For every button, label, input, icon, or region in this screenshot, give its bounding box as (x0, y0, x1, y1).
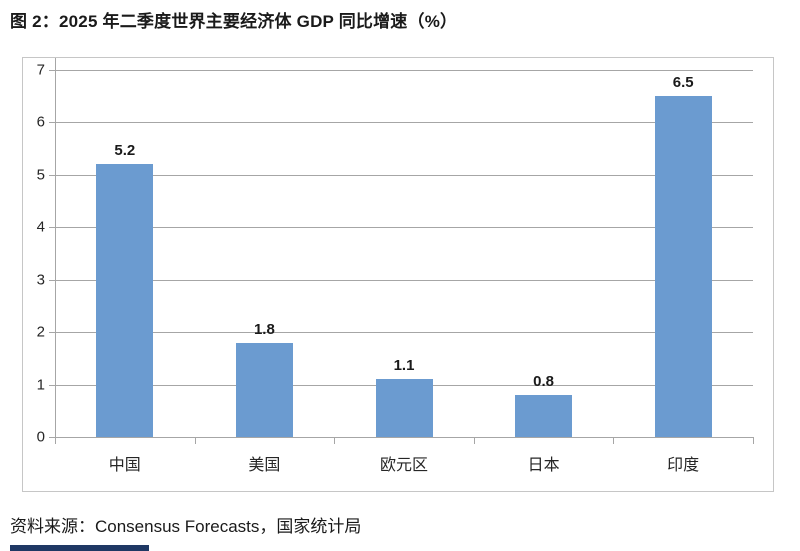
x-axis-tick (753, 437, 754, 444)
x-axis-category-label: 日本 (527, 457, 560, 474)
x-axis-tick (613, 437, 614, 444)
footer-accent-bar (10, 545, 149, 551)
y-axis-tick-label: 1 (36, 376, 45, 394)
bar-value-label: 5.2 (114, 142, 136, 160)
x-axis-category-label: 美国 (248, 457, 281, 474)
gridline (55, 122, 753, 124)
bar-value-label: 0.8 (533, 373, 555, 391)
x-axis-tick (334, 437, 335, 444)
gridline (55, 174, 753, 176)
y-axis-tick (49, 70, 55, 71)
y-axis-tick-label: 2 (36, 323, 45, 341)
y-axis-tick (49, 384, 55, 386)
y-axis-tick (49, 227, 55, 229)
y-axis-tick-label: 3 (36, 271, 45, 289)
y-axis-tick-label: 4 (36, 218, 45, 236)
y-axis-tick-label: 7 (36, 61, 45, 79)
y-axis-tick (49, 174, 55, 176)
bar-value-label: 1.8 (253, 320, 275, 338)
y-axis-tick-label: 0 (36, 428, 45, 446)
y-axis-tick (49, 279, 55, 281)
x-axis-tick (195, 437, 196, 444)
gridline (55, 332, 753, 334)
source-note: 资料来源：Consensus Forecasts，国家统计局 (10, 517, 362, 536)
y-axis-tick (49, 437, 55, 438)
bar-value-label: 1.1 (393, 357, 415, 375)
gridline (55, 70, 753, 71)
y-axis-tick (49, 332, 55, 334)
y-axis-tick-label: 6 (36, 113, 45, 131)
figure-title: 图 2：2025 年二季度世界主要经济体 GDP 同比增速（%） (10, 12, 458, 31)
bar (235, 342, 293, 437)
x-axis-tick (55, 437, 56, 444)
x-axis-tick (474, 437, 475, 444)
x-axis-category-label: 欧元区 (379, 457, 428, 474)
bar (515, 395, 573, 437)
gridline (55, 279, 753, 281)
bar (96, 164, 154, 437)
y-axis-tick-label: 5 (36, 166, 45, 184)
gridline (55, 227, 753, 229)
y-axis-line (55, 58, 56, 437)
chart-frame: 0 1 2 3 4 5 6 7 5.2 中国 1.8 美国 1.1 欧元区 0.8 日本 6.5 印度 (22, 57, 774, 492)
x-axis-category-label: 中国 (108, 457, 141, 474)
plot-area: 0 1 2 3 4 5 6 7 5.2 中国 1.8 美国 1.1 欧元区 0.8 日本 6.5 印度 (37, 58, 754, 474)
bar (654, 96, 712, 437)
bar-value-label: 6.5 (672, 74, 694, 92)
gridline (55, 437, 753, 438)
y-axis-tick (49, 122, 55, 124)
x-axis-category-label: 印度 (667, 457, 700, 474)
bar (375, 379, 433, 437)
